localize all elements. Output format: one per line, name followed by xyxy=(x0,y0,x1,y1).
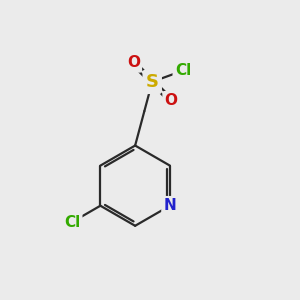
Text: Cl: Cl xyxy=(175,63,191,78)
Text: O: O xyxy=(165,93,178,108)
Text: S: S xyxy=(146,73,159,91)
Text: N: N xyxy=(164,198,176,213)
Text: Cl: Cl xyxy=(64,214,80,230)
Text: O: O xyxy=(127,56,140,70)
